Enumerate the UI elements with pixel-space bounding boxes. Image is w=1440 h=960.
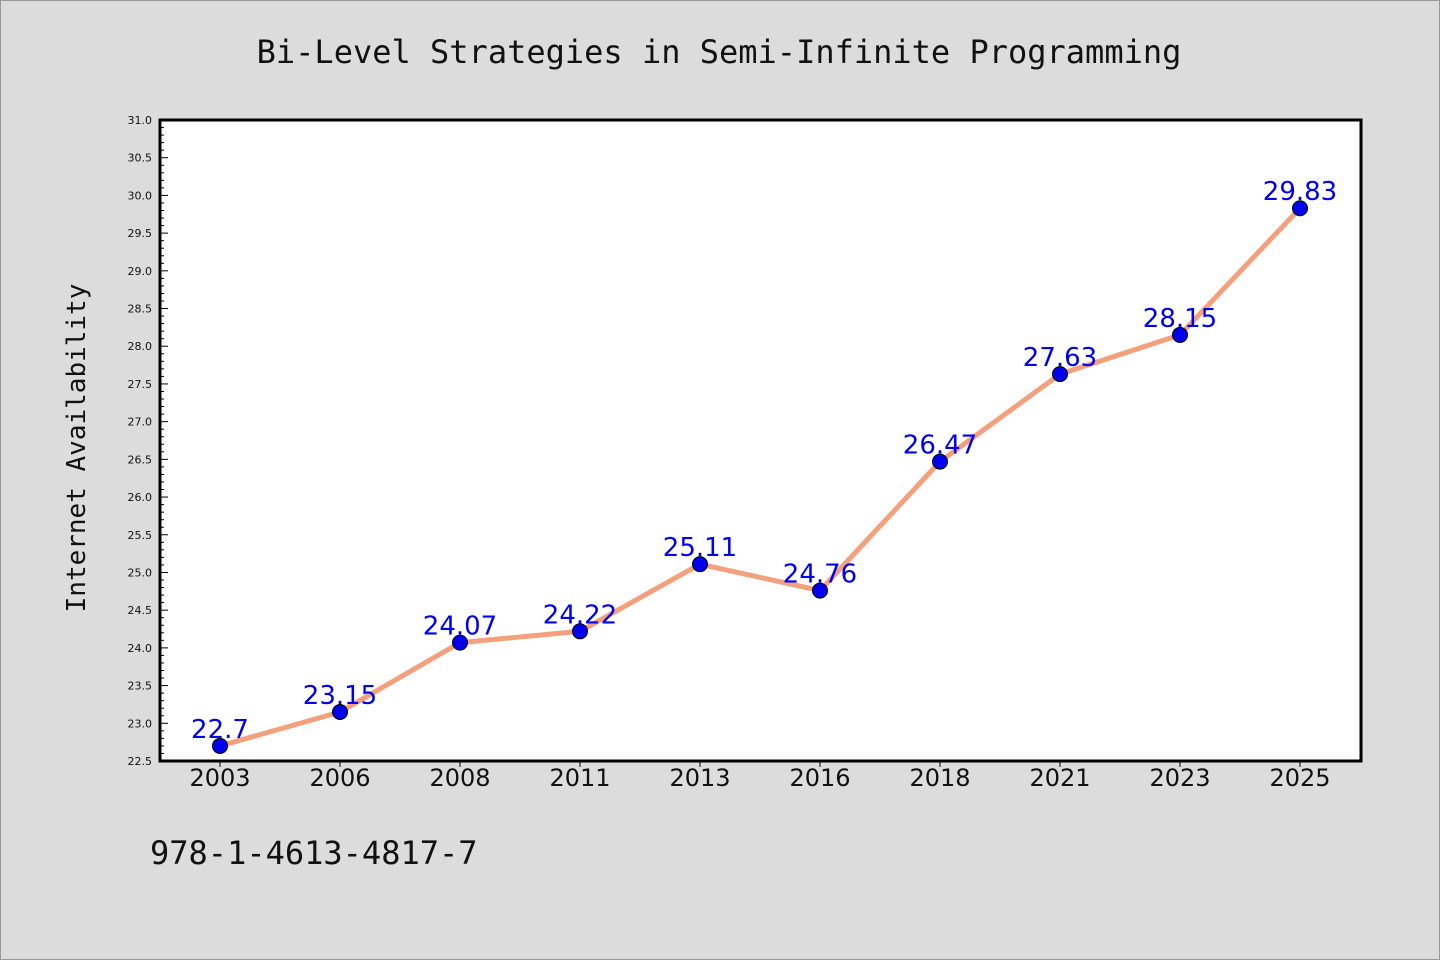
y-tick-label: 28.0: [128, 340, 153, 353]
plot-area: [160, 120, 1361, 761]
data-point: [1172, 326, 1188, 343]
x-tick-label: 2025: [1269, 764, 1330, 792]
series-line: [217, 205, 1303, 749]
x-tick-label: 2023: [1149, 764, 1210, 792]
plot-border: [158, 118, 1363, 763]
data-point: [212, 737, 228, 754]
marker-layer: [212, 200, 1308, 754]
x-tick-label: 2018: [909, 764, 970, 792]
x-axis: 2003 2006 2008 2011 2013 2016 2018 2021 2023 2025: [189, 761, 1331, 792]
y-axis-label: Internet Availability: [62, 284, 92, 613]
y-tick-label: 29.0: [128, 265, 153, 278]
data-point: [812, 582, 828, 599]
data-label: 24.07: [423, 612, 497, 642]
x-tick-label: 2008: [429, 764, 490, 792]
y-tick-label: 23.0: [128, 717, 153, 730]
data-label: 22.7: [191, 715, 249, 745]
data-point: [1292, 200, 1308, 217]
y-axis: 22.5 23.0 23.5 24.0 24.5 25.0 25.5 26.0 26.5 27.0…: [128, 114, 168, 768]
data-label-layer: 22.7 23.15 24.07 24.22 25.11 24.76 26.47 27.63 2…: [191, 177, 1337, 745]
y-tick-label: 31.0: [128, 114, 153, 127]
data-point: [692, 556, 708, 573]
data-label: 24.22: [543, 600, 617, 630]
data-point: [1052, 366, 1068, 383]
data-point: [932, 453, 948, 470]
y-tick-label: 30.0: [128, 189, 153, 202]
y-tick-label: 28.5: [128, 303, 153, 316]
x-tick-label: 2021: [1029, 764, 1090, 792]
y-tick-label: 29.5: [128, 227, 153, 240]
data-point: [332, 703, 348, 720]
data-point: [572, 623, 588, 640]
y-tick-label: 27.0: [128, 416, 153, 429]
footnote-isbn: 978-1-4613-4817-7: [150, 834, 478, 872]
y-tick-label: 24.0: [128, 642, 153, 655]
data-label: 26.47: [903, 431, 977, 461]
y-tick-label: 26.0: [128, 491, 153, 504]
chart-title: Bi-Level Strategies in Semi-Infinite Pro…: [257, 33, 1182, 71]
data-label: 24.76: [783, 560, 857, 590]
y-tick-label: 25.5: [128, 529, 153, 542]
x-tick-label: 2016: [789, 764, 850, 792]
x-tick-label: 2011: [549, 764, 610, 792]
data-point: [452, 634, 468, 651]
y-tick-label: 26.5: [128, 453, 153, 466]
y-tick-label: 23.5: [128, 680, 153, 693]
x-tick-label: 2013: [669, 764, 730, 792]
y-tick-label: 30.5: [128, 152, 153, 165]
series-layer: [217, 205, 1303, 749]
y-tick-label: 27.5: [128, 378, 153, 391]
data-label: 28.15: [1143, 304, 1217, 334]
data-label: 29.83: [1263, 177, 1337, 207]
data-label: 23.15: [303, 681, 377, 711]
y-tick-label: 24.5: [128, 604, 153, 617]
x-tick-label: 2003: [189, 764, 250, 792]
x-tick-label: 2006: [309, 764, 370, 792]
data-label: 27.63: [1023, 343, 1097, 373]
data-label: 25.11: [663, 533, 737, 563]
y-tick-label: 25.0: [128, 566, 153, 579]
y-tick-label: 22.5: [128, 755, 153, 768]
